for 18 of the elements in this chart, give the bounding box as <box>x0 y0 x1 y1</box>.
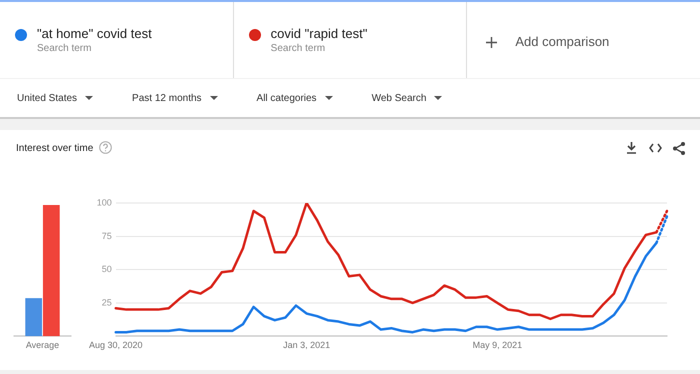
y-tick-label: 25 <box>102 297 112 308</box>
y-tick-label: 100 <box>96 197 112 208</box>
text: Add comparison <box>515 34 610 49</box>
text: All categories <box>256 92 317 104</box>
legend-label: covid "rapid test" <box>270 26 368 41</box>
text: Search term <box>37 43 92 54</box>
x-tick-label: Aug 30, 2020 <box>88 340 143 350</box>
text: Past 12 months <box>132 92 202 104</box>
y-tick-label: 50 <box>102 264 112 274</box>
text: Web Search <box>372 92 426 104</box>
text: United States <box>17 92 78 104</box>
x-tick-label: May 9, 2021 <box>472 340 522 350</box>
x-tick-label: Average <box>26 340 60 350</box>
legend-label: "at home" covid test <box>37 26 152 41</box>
x-tick-label: Jan 3, 2021 <box>283 340 330 350</box>
y-tick-label: 75 <box>102 230 112 241</box>
text: Search term <box>270 43 326 54</box>
chart-title: Interest over time <box>16 143 94 154</box>
